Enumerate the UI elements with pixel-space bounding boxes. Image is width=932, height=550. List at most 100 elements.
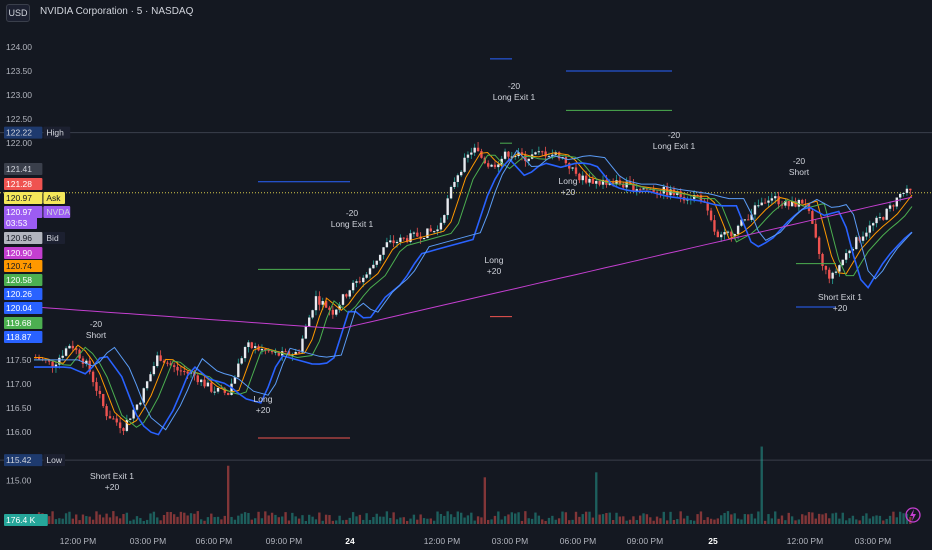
volume-bar [794, 520, 797, 524]
volume-bar [274, 514, 277, 524]
volume-bar [622, 516, 625, 524]
volume-bar [733, 513, 736, 524]
candle-body [584, 175, 588, 183]
volume-bar [429, 518, 432, 524]
trade-marker-long: Long+20 [254, 394, 273, 415]
candle-body [51, 361, 54, 368]
volume-bar [75, 514, 78, 524]
candle-body [365, 274, 368, 278]
lightning-icon[interactable] [905, 507, 921, 523]
candle-body [574, 167, 578, 174]
volume-bar [510, 512, 514, 524]
volume-bar [341, 520, 345, 524]
volume-bar [372, 517, 375, 524]
candle-body [801, 199, 804, 204]
volume-bar [61, 518, 64, 524]
time-tick-label: 24 [345, 536, 355, 546]
candle-body [757, 205, 760, 207]
volume-bar [757, 511, 760, 524]
volume-bar [497, 511, 500, 524]
volume-bar [534, 512, 537, 524]
candle-body [399, 237, 402, 242]
candle-body [487, 163, 490, 167]
volume-bar [439, 513, 443, 524]
candle-body [439, 222, 443, 230]
volume-bar [199, 519, 203, 524]
candle-body [500, 158, 503, 165]
volume-bar [547, 517, 551, 524]
candle-body [311, 310, 314, 318]
volume-bar [405, 520, 409, 524]
candle-body [142, 388, 145, 403]
candle-body [58, 357, 61, 365]
volume-bar [419, 514, 422, 524]
price-label-box [4, 163, 43, 175]
candle-body [169, 363, 172, 366]
candle-body [54, 364, 58, 368]
price-label-tag-box [43, 454, 65, 467]
volume-bar [493, 515, 497, 524]
volume-bar [676, 519, 679, 524]
candle-body [409, 233, 412, 242]
price-label-box [4, 317, 43, 329]
volume-bar [615, 512, 618, 524]
candle-body [216, 387, 220, 392]
price-label-value: 120.97 [6, 207, 32, 217]
volume-bar [48, 516, 51, 524]
trade-label: +20 [105, 482, 120, 492]
candle-body [787, 201, 790, 207]
volume-bar [780, 515, 784, 524]
volume-bar [655, 516, 659, 524]
candle-body [814, 223, 817, 238]
volume-bar [541, 519, 544, 524]
candle-body [608, 182, 611, 185]
volume-bar [152, 511, 156, 524]
volume-bar [892, 511, 895, 524]
currency-button[interactable]: USD [6, 4, 30, 22]
candle-body [868, 225, 871, 233]
candle-body [652, 188, 655, 192]
candle-body [473, 147, 476, 153]
volume-bar [848, 518, 851, 524]
candle-body [510, 156, 514, 158]
candle-body [659, 192, 662, 194]
candle-body [71, 345, 75, 349]
candle-body [811, 211, 814, 224]
volume-bar [122, 514, 125, 524]
volume-bar [831, 513, 834, 524]
candle-body [618, 180, 622, 185]
volume-bar [652, 520, 655, 524]
volume-bar [767, 514, 770, 524]
volume-bar [112, 511, 115, 524]
candle-body [831, 272, 834, 279]
candle-body [179, 370, 183, 372]
candle-body [885, 208, 888, 220]
volume-bar [71, 518, 75, 524]
volume-bar [858, 520, 861, 524]
volume-bar [568, 520, 571, 524]
candle-body [871, 223, 875, 226]
volume-bar [777, 518, 780, 524]
price-tick-label: 122.00 [6, 138, 32, 148]
volume-bar [487, 519, 490, 524]
volume-bar [551, 515, 554, 524]
trade-label: +20 [561, 187, 576, 197]
volume-bar [223, 515, 226, 524]
volume-bar [544, 520, 547, 524]
trade-label: +20 [833, 303, 848, 313]
candle-body [183, 371, 186, 373]
candle-body [453, 181, 456, 187]
volume-bar [628, 519, 632, 524]
volume-bar [85, 516, 88, 524]
price-label-box [4, 232, 43, 244]
candle-body [760, 202, 763, 206]
candle-body [88, 360, 91, 372]
candle-body [541, 151, 544, 153]
candle-body [824, 265, 828, 270]
volume-bar [203, 520, 206, 524]
volume-bar [838, 518, 841, 524]
volume-bar [865, 513, 868, 524]
volume-bar [784, 520, 787, 524]
volume-bar [720, 515, 723, 524]
